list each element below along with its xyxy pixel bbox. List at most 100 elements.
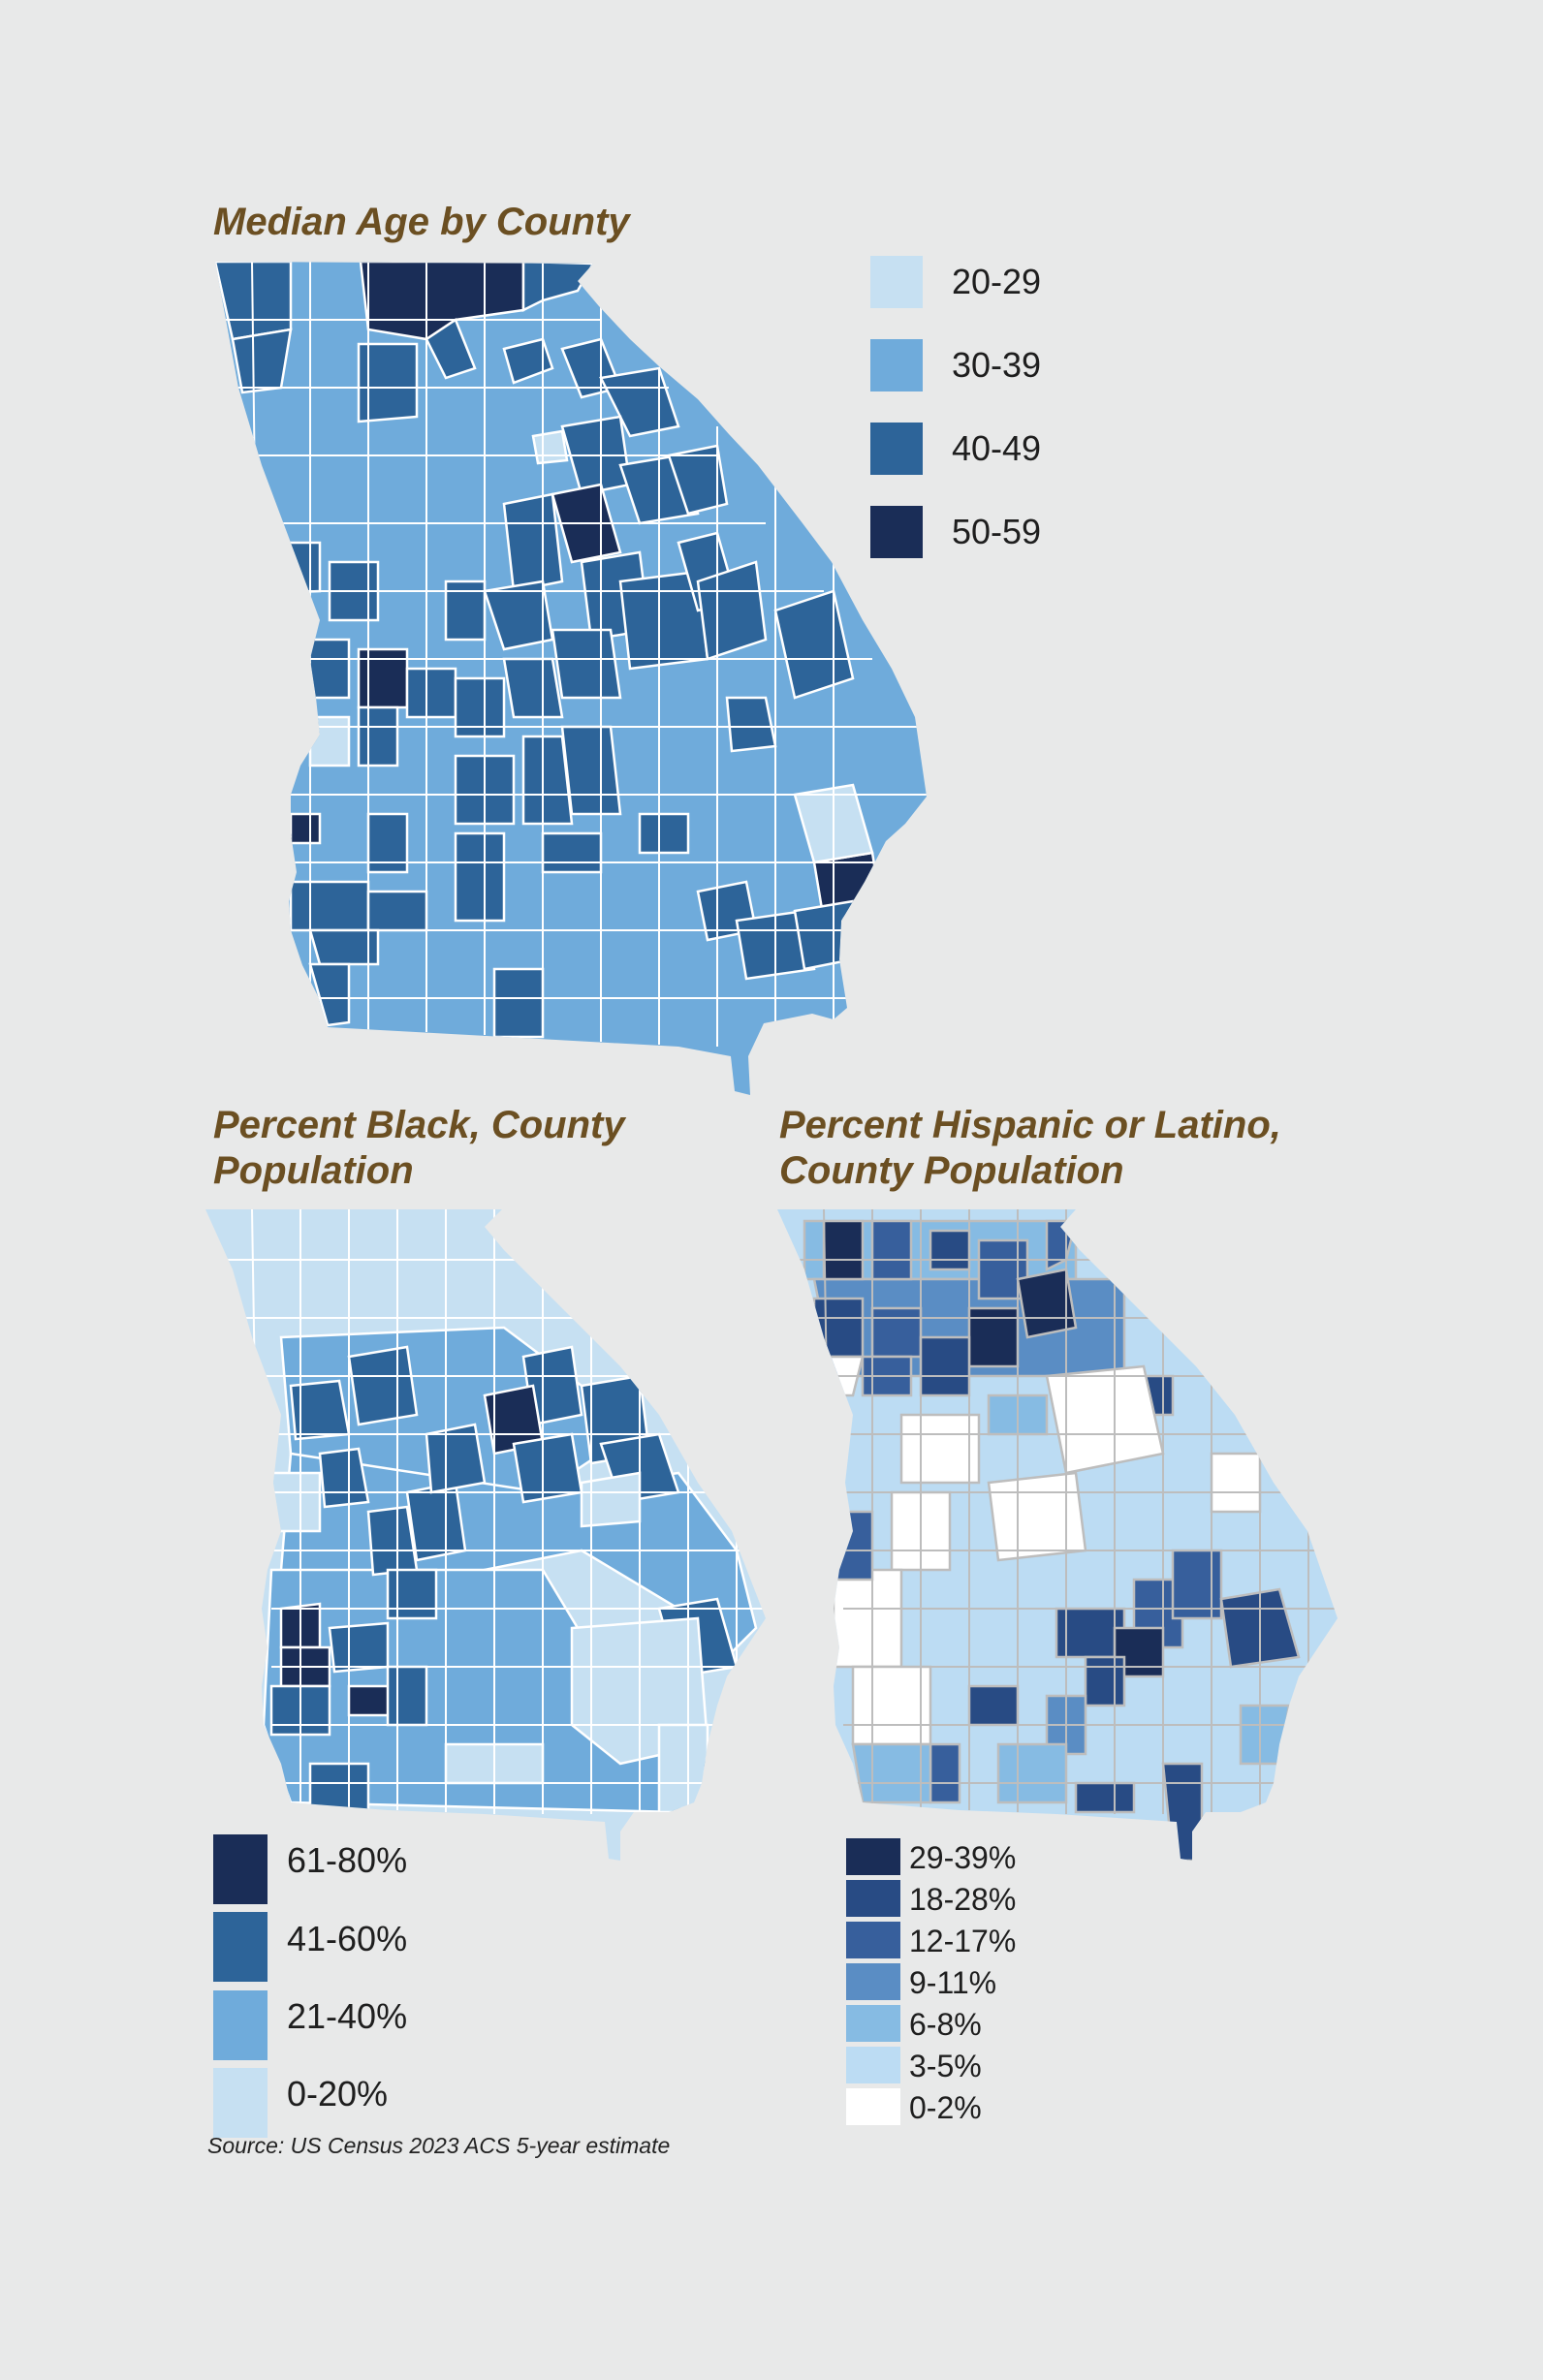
legend-swatch-18-28 [846, 1880, 900, 1917]
county [318, 1447, 370, 1509]
county [308, 962, 351, 1027]
county [560, 725, 622, 816]
legend-label-21-40: 21-40% [287, 1996, 408, 2036]
county [899, 1413, 981, 1485]
legend-label-41-60: 41-60% [287, 1919, 408, 1958]
county [386, 1568, 438, 1620]
legend-label-18-28: 18-28% [909, 1882, 1017, 1917]
county [812, 1297, 865, 1359]
legend-label-30-39: 30-39 [952, 345, 1042, 385]
legend-label-20-29: 20-29 [952, 262, 1042, 301]
median-age-map [215, 262, 927, 1095]
legend-swatch-29-39 [846, 1838, 900, 1875]
legend-swatch-9-11 [846, 1963, 900, 2000]
legend-label-29-39: 29-39% [909, 1840, 1017, 1875]
legend-swatch-6-8 [846, 2005, 900, 2042]
county [308, 715, 351, 767]
county [1074, 1781, 1136, 1814]
county [366, 890, 428, 932]
county [289, 812, 322, 845]
county [347, 1345, 419, 1426]
percent-hispanic-title-line2: County Population [779, 1149, 1124, 1192]
county [541, 831, 603, 874]
legend-swatch-40-49 [870, 423, 923, 475]
legend-swatch-0-2 [846, 2088, 900, 2125]
legend-label-12-17: 12-17% [909, 1924, 1017, 1958]
county [870, 1306, 923, 1359]
county [1084, 1655, 1126, 1707]
legend-label-61-80: 61-80% [287, 1840, 408, 1880]
county [231, 328, 293, 394]
county [793, 899, 855, 971]
county [929, 1742, 961, 1804]
legend-swatch-12-17 [846, 1922, 900, 1958]
legend-label-6-8: 6-8% [909, 2007, 982, 2042]
county [851, 1742, 932, 1804]
county [250, 1471, 322, 1533]
county [289, 638, 351, 700]
percent-hispanic-map [777, 1209, 1338, 1861]
county [405, 1481, 467, 1562]
county [696, 560, 768, 661]
county [1239, 1704, 1291, 1766]
county [502, 337, 554, 385]
county [425, 318, 477, 380]
county [667, 444, 729, 516]
county [366, 1505, 419, 1577]
source-note: Source: US Census 2023 ACS 5-year estima… [207, 2133, 671, 2158]
percent-black-title-line2: Population [213, 1149, 414, 1192]
county [551, 628, 622, 700]
county [996, 1742, 1068, 1804]
county [454, 676, 506, 738]
legend-swatch-41-60 [213, 1912, 268, 1982]
legend-swatch-0-20 [213, 2068, 268, 2138]
county [492, 967, 545, 1039]
percent-black-title-line1: Percent Black, County [213, 1104, 625, 1146]
legend-label-3-5: 3-5% [909, 2049, 982, 2083]
county [502, 657, 564, 719]
legend-label-0-2: 0-2% [909, 2090, 982, 2125]
legend-swatch-50-59 [870, 506, 923, 558]
percent-black-title: Percent Black, County Population [213, 1103, 625, 1194]
county [1161, 1762, 1204, 1861]
legend-label-50-59: 50-59 [952, 512, 1042, 551]
county [357, 342, 419, 423]
legend-label-9-11: 9-11% [909, 1965, 997, 2000]
county [386, 1665, 428, 1727]
legend-swatch-21-40 [213, 1990, 268, 2060]
legend-swatch-3-5 [846, 2047, 900, 2083]
legend-label-40-49: 40-49 [952, 428, 1042, 468]
county [328, 1621, 390, 1674]
county [454, 831, 506, 923]
county [1045, 1364, 1165, 1475]
median-age-title: Median Age by County [213, 201, 630, 243]
county [725, 696, 777, 753]
percent-hispanic-counties [777, 1209, 1338, 1861]
county [832, 1568, 903, 1669]
county [1210, 1452, 1262, 1514]
percent-black-counties [205, 1209, 766, 1861]
county [822, 1219, 865, 1281]
legend-label-0-20: 0-20% [287, 2074, 389, 2114]
county [657, 1723, 709, 1814]
legend-swatch-30-39 [870, 339, 923, 391]
county [967, 1684, 1020, 1727]
county [502, 492, 564, 593]
county [929, 1229, 971, 1271]
county [308, 1762, 370, 1814]
county [425, 1423, 487, 1494]
county [987, 1471, 1087, 1562]
county [832, 1510, 874, 1581]
county [638, 812, 690, 855]
county [357, 705, 399, 767]
legend-swatch-61-80 [213, 1834, 268, 1904]
county [919, 1335, 971, 1397]
county [483, 579, 554, 651]
median-age-counties [215, 262, 927, 1095]
county [531, 429, 569, 465]
county [870, 1219, 913, 1281]
legend-swatch-20-29 [870, 256, 923, 308]
county [405, 667, 457, 719]
percent-black-map [205, 1209, 766, 1861]
county [851, 1665, 932, 1746]
